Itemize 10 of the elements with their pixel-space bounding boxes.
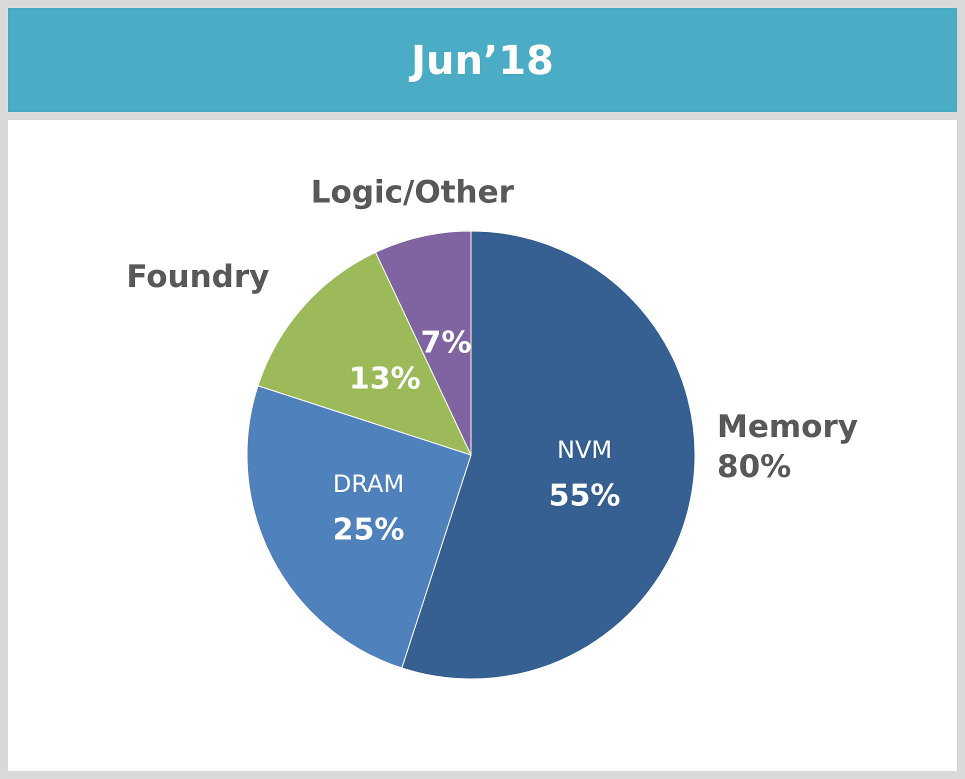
data-label: 25%	[332, 512, 404, 548]
data-label: 13%	[348, 361, 421, 396]
slice-label: DRAM	[332, 470, 404, 498]
chart-title: Jun’18	[408, 38, 554, 84]
text: Memory 80%	[717, 409, 858, 485]
slice-label: Foundry	[126, 259, 270, 296]
slice-label: Logic/Other	[310, 174, 515, 211]
slice-label: NVM	[557, 436, 612, 464]
data-label: 55%	[548, 478, 620, 514]
data-label: 7%	[420, 325, 472, 360]
